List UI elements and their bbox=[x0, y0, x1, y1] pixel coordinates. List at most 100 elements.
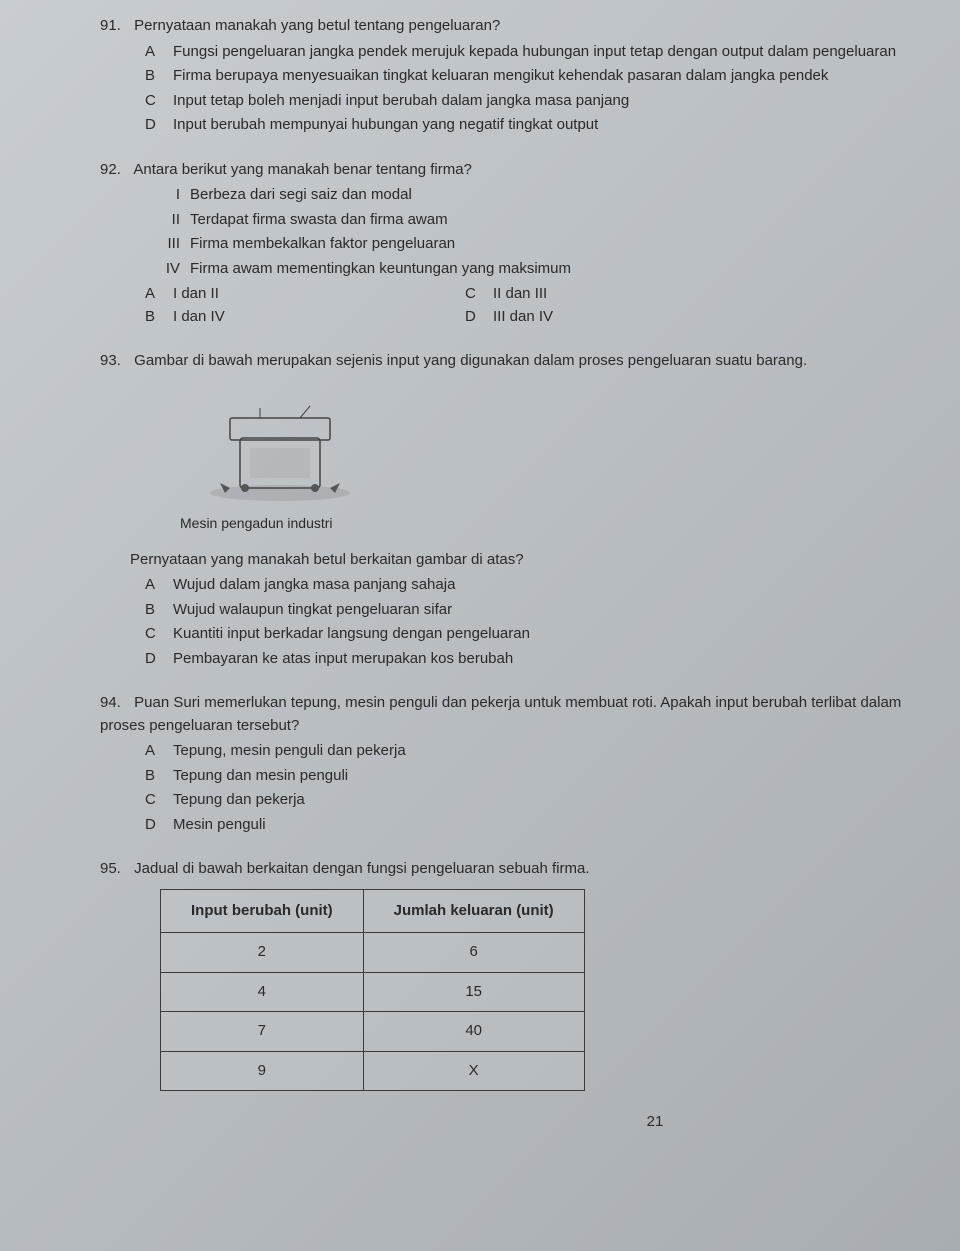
q94-text: Puan Suri memerlukan tepung, mesin pengu… bbox=[100, 694, 901, 734]
question-95: 95. Jadual di bawah berkaitan dengan fun… bbox=[100, 858, 930, 1091]
table-header-2: Jumlah keluaran (unit) bbox=[363, 889, 584, 933]
option-text: I dan IV bbox=[173, 306, 225, 329]
q92-text: Antara berikut yang manakah benar tentan… bbox=[133, 161, 472, 178]
option-letter: A bbox=[145, 574, 173, 597]
option-text: Fungsi pengeluaran jangka pendek merujuk… bbox=[173, 41, 930, 64]
table-cell: 7 bbox=[161, 1012, 364, 1052]
q91-option-c: C Input tetap boleh menjadi input beruba… bbox=[145, 90, 930, 113]
q94-options: A Tepung, mesin penguli dan pekerja B Te… bbox=[145, 740, 930, 836]
option-text: Input berubah mempunyai hubungan yang ne… bbox=[173, 114, 930, 137]
q92-roman-i: I Berbeza dari segi saiz dan modal bbox=[155, 184, 930, 207]
q92-number: 92. bbox=[100, 159, 130, 182]
table-row: 9 X bbox=[161, 1051, 585, 1091]
q91-options: A Fungsi pengeluaran jangka pendek meruj… bbox=[145, 41, 930, 137]
q93-subtext: Pernyataan yang manakah betul berkaitan … bbox=[130, 549, 930, 572]
q91-option-b: B Firma berupaya menyesuaikan tingkat ke… bbox=[145, 65, 930, 88]
q92-option-d: D III dan IV bbox=[465, 306, 553, 329]
option-text: Pembayaran ke atas input merupakan kos b… bbox=[173, 648, 930, 671]
table-cell: 6 bbox=[363, 933, 584, 973]
roman-text: Firma awam mementingkan keuntungan yang … bbox=[190, 258, 571, 281]
q92-roman-iii: III Firma membekalkan faktor pengeluaran bbox=[155, 233, 930, 256]
option-letter: C bbox=[145, 623, 173, 646]
table-row: 4 15 bbox=[161, 972, 585, 1012]
q92-option-c: C II dan III bbox=[465, 283, 547, 306]
q93-number: 93. bbox=[100, 350, 130, 373]
q94-option-b: B Tepung dan mesin penguli bbox=[145, 765, 930, 788]
q94-option-c: C Tepung dan pekerja bbox=[145, 789, 930, 812]
table-cell: X bbox=[363, 1051, 584, 1091]
question-92: 92. Antara berikut yang manakah benar te… bbox=[100, 159, 930, 329]
option-letter: C bbox=[145, 90, 173, 113]
q92-roman-iv: IV Firma awam mementingkan keuntungan ya… bbox=[155, 258, 930, 281]
q93-option-b: B Wujud walaupun tingkat pengeluaran sif… bbox=[145, 599, 930, 622]
option-letter: C bbox=[145, 789, 173, 812]
option-text: Input tetap boleh menjadi input berubah … bbox=[173, 90, 930, 113]
page-number: 21 bbox=[380, 1113, 930, 1130]
table-cell: 2 bbox=[161, 933, 364, 973]
q93-option-d: D Pembayaran ke atas input merupakan kos… bbox=[145, 648, 930, 671]
q95-table: Input berubah (unit) Jumlah keluaran (un… bbox=[160, 889, 585, 1092]
machine-icon bbox=[180, 388, 380, 508]
q92-roman-list: I Berbeza dari segi saiz dan modal II Te… bbox=[155, 184, 930, 280]
roman-num: II bbox=[155, 209, 190, 232]
roman-text: Terdapat firma swasta dan firma awam bbox=[190, 209, 448, 232]
q92-option-b: B I dan IV bbox=[145, 306, 465, 329]
q92-option-a: A I dan II bbox=[145, 283, 465, 306]
q94-option-a: A Tepung, mesin penguli dan pekerja bbox=[145, 740, 930, 763]
table-cell: 40 bbox=[363, 1012, 584, 1052]
question-94: 94. Puan Suri memerlukan tepung, mesin p… bbox=[100, 692, 930, 836]
option-letter: D bbox=[465, 306, 493, 329]
option-text: Tepung dan mesin penguli bbox=[173, 765, 930, 788]
option-letter: B bbox=[145, 599, 173, 622]
option-letter: B bbox=[145, 65, 173, 88]
table-cell: 9 bbox=[161, 1051, 364, 1091]
option-text: I dan II bbox=[173, 283, 219, 306]
q94-number: 94. bbox=[100, 692, 130, 715]
roman-num: III bbox=[155, 233, 190, 256]
table-header-1: Input berubah (unit) bbox=[161, 889, 364, 933]
roman-text: Firma membekalkan faktor pengeluaran bbox=[190, 233, 455, 256]
option-letter: A bbox=[145, 41, 173, 64]
roman-text: Berbeza dari segi saiz dan modal bbox=[190, 184, 412, 207]
q92-options: A I dan II C II dan III B I dan IV D III… bbox=[145, 283, 930, 328]
q93-option-c: C Kuantiti input berkadar langsung denga… bbox=[145, 623, 930, 646]
q91-text: Pernyataan manakah yang betul tentang pe… bbox=[134, 17, 500, 34]
question-93: 93. Gambar di bawah merupakan sejenis in… bbox=[100, 350, 930, 670]
option-letter: C bbox=[465, 283, 493, 306]
roman-num: I bbox=[155, 184, 190, 207]
q94-option-d: D Mesin penguli bbox=[145, 814, 930, 837]
q93-caption: Mesin pengadun industri bbox=[180, 513, 930, 534]
q92-roman-ii: II Terdapat firma swasta dan firma awam bbox=[155, 209, 930, 232]
question-91: 91. Pernyataan manakah yang betul tentan… bbox=[100, 15, 930, 137]
option-text: Tepung dan pekerja bbox=[173, 789, 930, 812]
table-cell: 15 bbox=[363, 972, 584, 1012]
option-text: Kuantiti input berkadar langsung dengan … bbox=[173, 623, 930, 646]
q93-text: Gambar di bawah merupakan sejenis input … bbox=[134, 352, 807, 369]
option-letter: A bbox=[145, 740, 173, 763]
option-letter: D bbox=[145, 648, 173, 671]
option-letter: A bbox=[145, 283, 173, 306]
q95-text: Jadual di bawah berkaitan dengan fungsi … bbox=[134, 860, 589, 877]
option-text: Mesin penguli bbox=[173, 814, 930, 837]
q91-option-d: D Input berubah mempunyai hubungan yang … bbox=[145, 114, 930, 137]
table-row: 7 40 bbox=[161, 1012, 585, 1052]
option-letter: B bbox=[145, 306, 173, 329]
q93-option-a: A Wujud dalam jangka masa panjang sahaja bbox=[145, 574, 930, 597]
table-cell: 4 bbox=[161, 972, 364, 1012]
q93-options: A Wujud dalam jangka masa panjang sahaja… bbox=[145, 574, 930, 670]
q95-number: 95. bbox=[100, 858, 130, 881]
option-text: Firma berupaya menyesuaikan tingkat kelu… bbox=[173, 65, 930, 88]
q93-image bbox=[180, 388, 380, 508]
option-text: Tepung, mesin penguli dan pekerja bbox=[173, 740, 930, 763]
option-letter: B bbox=[145, 765, 173, 788]
roman-num: IV bbox=[155, 258, 190, 281]
option-text: III dan IV bbox=[493, 306, 553, 329]
q91-number: 91. bbox=[100, 15, 130, 38]
option-letter: D bbox=[145, 814, 173, 837]
option-letter: D bbox=[145, 114, 173, 137]
option-text: II dan III bbox=[493, 283, 547, 306]
option-text: Wujud walaupun tingkat pengeluaran sifar bbox=[173, 599, 930, 622]
q91-option-a: A Fungsi pengeluaran jangka pendek meruj… bbox=[145, 41, 930, 64]
table-row: 2 6 bbox=[161, 933, 585, 973]
option-text: Wujud dalam jangka masa panjang sahaja bbox=[173, 574, 930, 597]
